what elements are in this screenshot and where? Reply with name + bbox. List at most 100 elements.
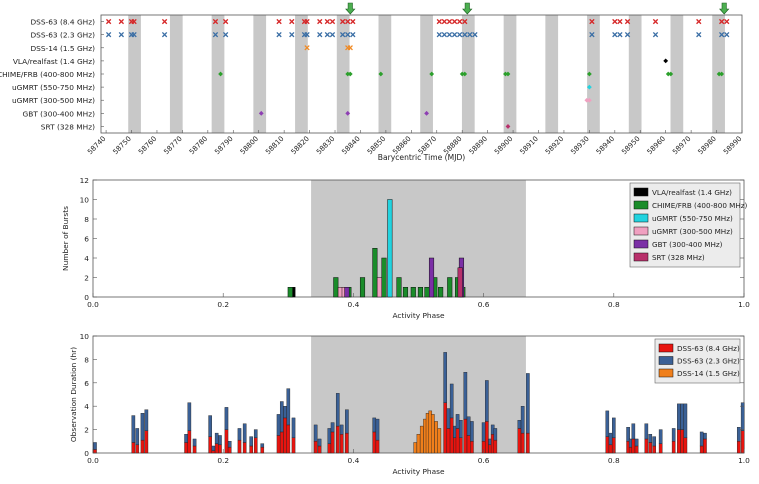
dot-marker (665, 71, 671, 77)
legend-label: DSS-14 (1.5 GHz) (677, 369, 740, 378)
activity-window (336, 15, 350, 133)
duration-bar-segment (677, 429, 681, 454)
legend-label: GBT (300-400 MHz) (652, 240, 723, 249)
x-tick-label: 58990 (722, 135, 743, 156)
x-tick-label: 58970 (671, 135, 692, 156)
duration-bar-segment (466, 416, 471, 436)
duration-bar-segment (703, 438, 707, 454)
duration-bar-segment (327, 443, 332, 454)
x-tick-label: 58780 (188, 135, 209, 156)
duration-bar-segment (703, 432, 707, 440)
duration-bar-segment (237, 428, 242, 441)
x-marker-stroke (612, 32, 618, 38)
x-marker (118, 18, 125, 25)
x-tick-label: 58770 (162, 135, 183, 156)
x-marker-stroke (276, 18, 282, 25)
duration-bar-segment (413, 442, 418, 454)
duration-bar-segment (736, 441, 741, 454)
x-marker (436, 18, 442, 25)
x-marker (345, 18, 351, 25)
duration-bar-segment (437, 428, 442, 454)
duration-bar-segment (526, 373, 530, 434)
duration-bar-segment (214, 443, 219, 454)
x-marker (324, 18, 331, 25)
y-tick-label: 4 (84, 402, 89, 411)
x-tick-label: 0.2 (217, 300, 229, 309)
activity-window (378, 15, 392, 133)
activity-window (670, 15, 684, 133)
x-marker (441, 32, 448, 38)
dot-marker (505, 71, 511, 77)
duration-bar-segment (520, 432, 525, 454)
duration-bar-segment (459, 437, 463, 454)
x-marker-stroke (345, 32, 351, 38)
x-tick-label: 58760 (137, 135, 158, 156)
x-marker (345, 32, 351, 38)
duration-bar-segment (135, 444, 140, 454)
duration-bar-segment (683, 403, 688, 438)
x-marker (222, 32, 229, 38)
x-marker-stroke (289, 18, 295, 25)
x-marker-stroke (589, 18, 595, 25)
dot-marker (345, 71, 351, 77)
row-label: DSS-63 (8.4 GHz) (30, 18, 95, 27)
x-marker (276, 18, 282, 25)
x-marker (105, 32, 112, 38)
duration-bar-segment (680, 429, 684, 454)
duration-bar-segment (680, 403, 684, 430)
y-tick-label: 4 (84, 254, 89, 263)
x-marker-stroke (589, 32, 595, 38)
x-marker (131, 18, 137, 25)
x-marker (617, 18, 623, 25)
x-marker-stroke (718, 32, 725, 38)
burst-bar (396, 277, 402, 298)
burst-bar (417, 287, 424, 298)
x-marker (624, 18, 631, 25)
x-tick-label: 1.0 (738, 300, 750, 309)
detection-arrow-icon (345, 2, 356, 15)
x-tick-label: 0.2 (217, 456, 229, 465)
activity-window (169, 15, 183, 133)
x-marker (212, 32, 219, 38)
x-tick-label: 0.4 (348, 456, 360, 465)
duration-bar-segment (372, 417, 377, 433)
legend-label: DSS-63 (2.3 GHz) (677, 357, 740, 366)
duration-bar-segment (253, 429, 258, 438)
legend-swatch (633, 226, 649, 236)
dot-marker (586, 71, 592, 77)
burst-bar (402, 287, 409, 298)
duration-bar-segment (140, 439, 145, 454)
duration-bar-segment (446, 408, 451, 429)
row-label: DSS-63 (2.3 GHz) (30, 31, 95, 40)
duration-bar-segment (249, 436, 253, 447)
activity-window (420, 15, 433, 133)
dot-marker (663, 58, 669, 64)
legend-swatch (658, 343, 674, 353)
x-marker (589, 32, 595, 38)
y-tick-label: 8 (84, 355, 89, 364)
x-tick-label: 58900 (493, 135, 514, 156)
x-marker (131, 32, 137, 38)
x-marker (436, 32, 442, 38)
legend-swatch (658, 356, 674, 365)
legend-swatch (658, 368, 674, 378)
x-tick-label: 58890 (468, 135, 489, 156)
duration-bar-segment (249, 445, 253, 454)
x-marker (347, 45, 353, 51)
x-marker-stroke (304, 45, 310, 51)
duration-bar-segment (683, 437, 688, 454)
x-marker-stroke (462, 32, 468, 38)
duration-bar-segment (634, 445, 639, 454)
duration-bar-segment (131, 415, 136, 443)
activity-window (128, 15, 141, 133)
dot-marker (429, 71, 435, 77)
x-marker (329, 32, 336, 38)
x-tick-label: 58930 (569, 135, 590, 156)
duration-bar-segment (208, 436, 212, 454)
x-axis-title: Activity Phase (392, 467, 445, 476)
legend-label: uGMRT (300-500 MHz) (652, 227, 733, 236)
burst-bar (381, 257, 387, 298)
detection-arrow-icon (462, 2, 473, 15)
duration-bar-segment (455, 414, 460, 429)
x-marker-stroke (724, 18, 730, 25)
